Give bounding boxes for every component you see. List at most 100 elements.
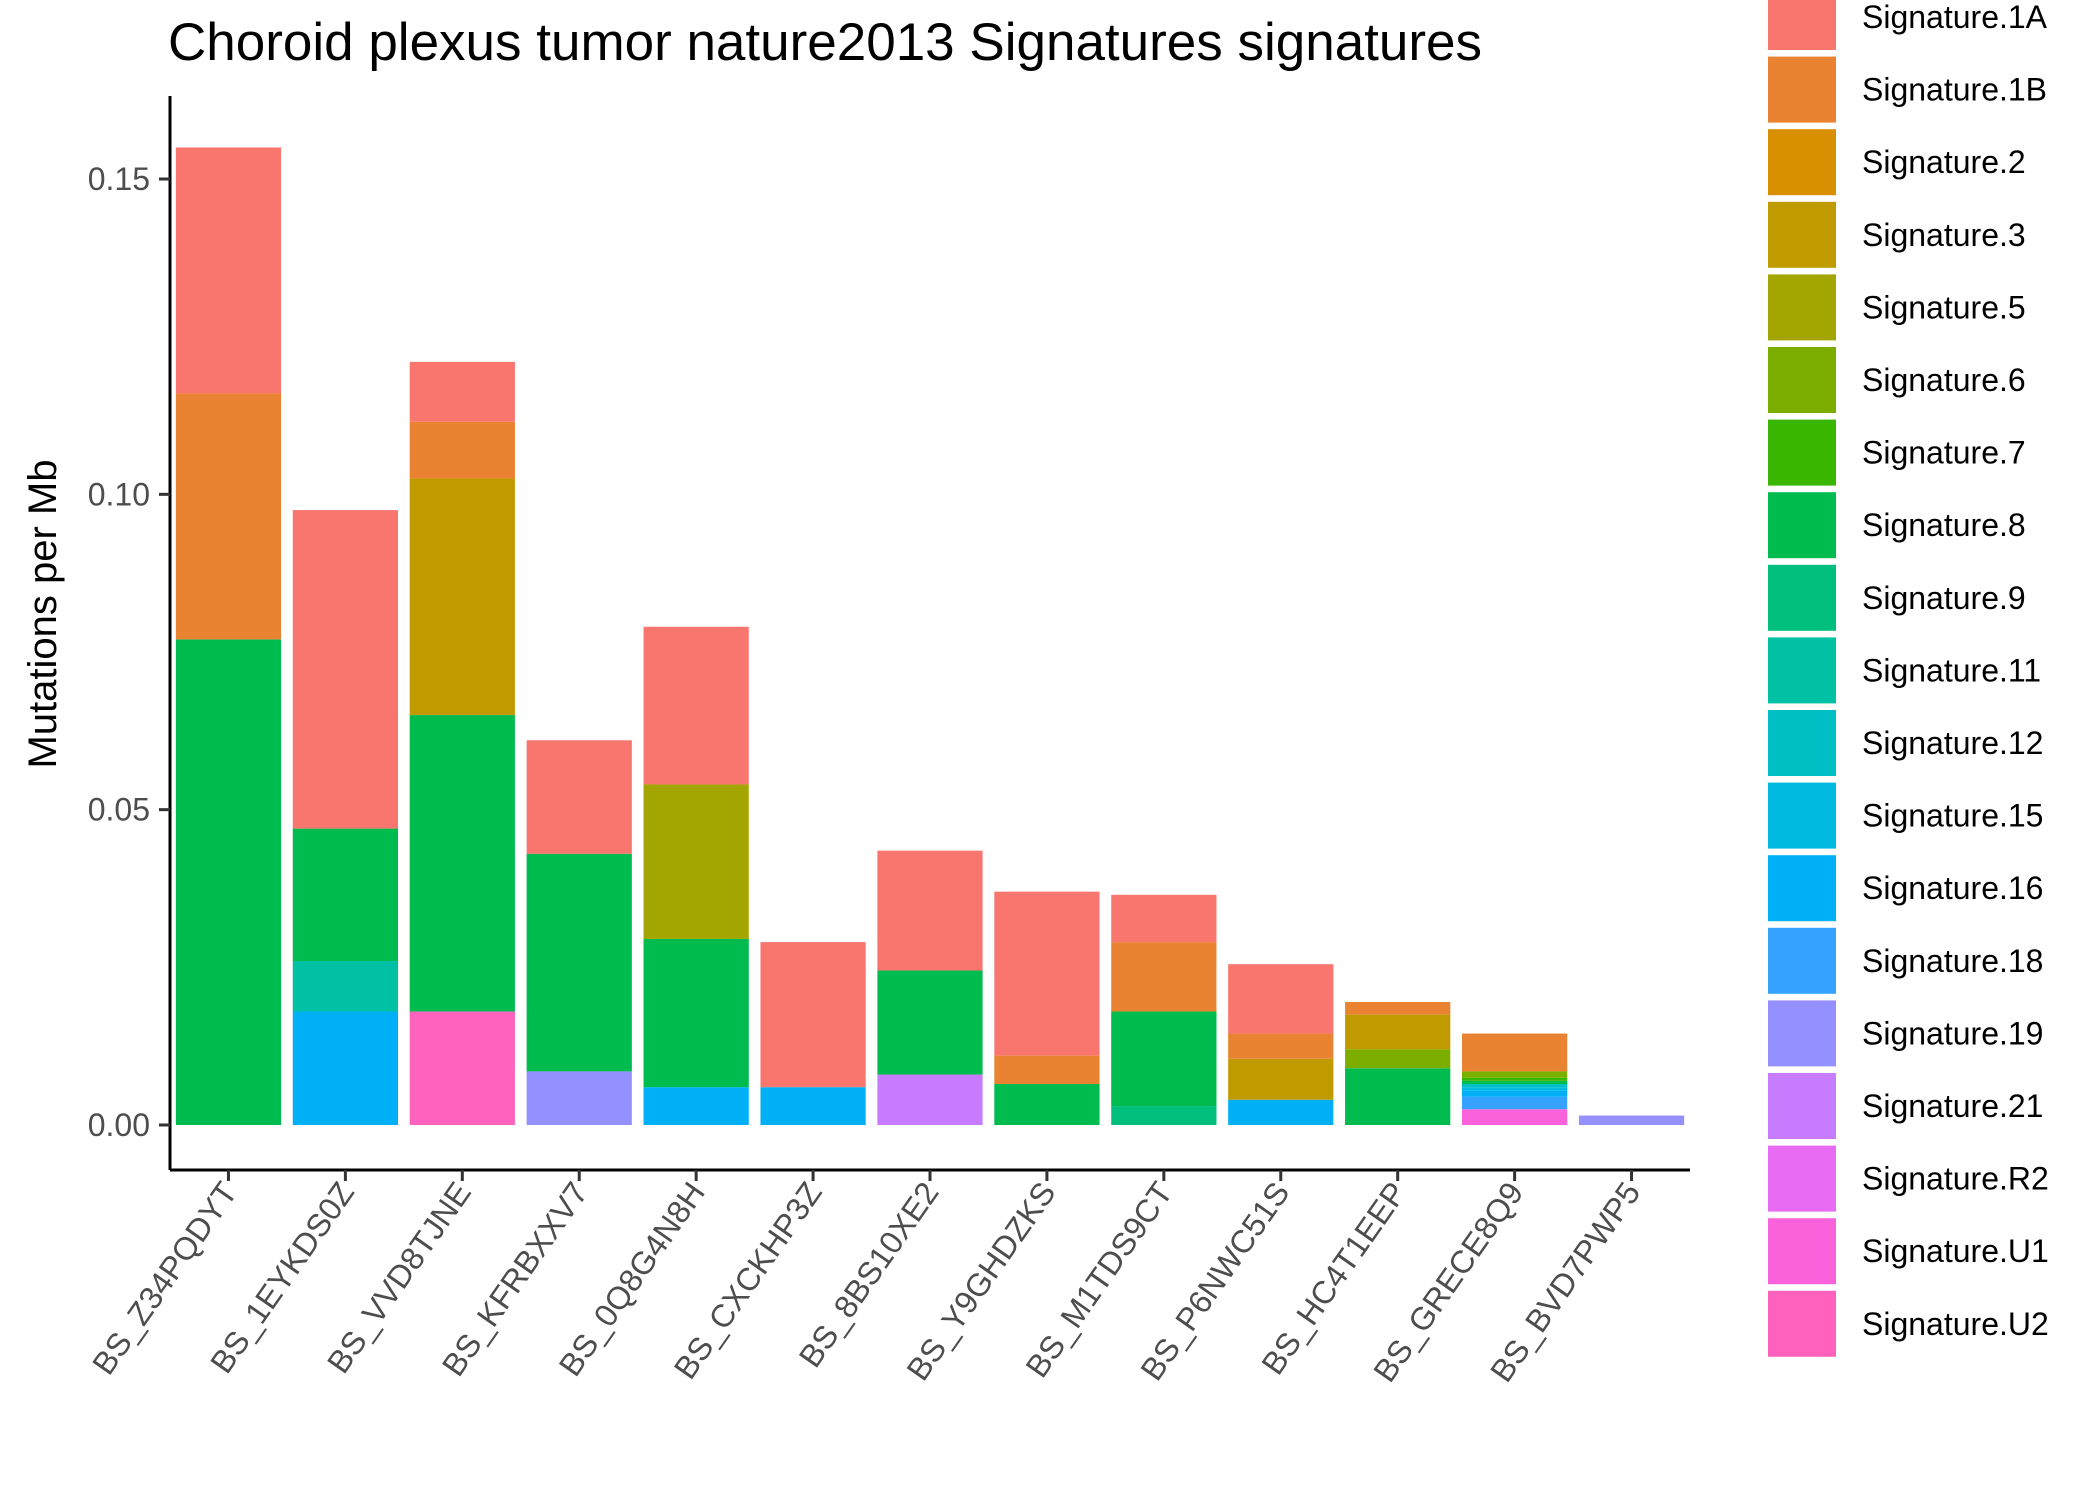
legend-swatch xyxy=(1768,782,1836,849)
legend-swatch xyxy=(1768,927,1836,994)
bar-segment xyxy=(1111,894,1217,943)
legend-label: Signature.18 xyxy=(1862,943,2043,979)
bar-segment xyxy=(760,1087,866,1125)
legend-item: Signature.9 xyxy=(1768,564,2026,631)
y-tick-label: 0.05 xyxy=(88,792,150,828)
bar-segment xyxy=(1462,1090,1568,1097)
bar-segment xyxy=(1462,1077,1568,1081)
y-tick-label: 0.15 xyxy=(88,161,150,197)
legend-swatch xyxy=(1768,201,1836,268)
bar-segment xyxy=(409,715,515,1012)
bar-segment xyxy=(1228,1058,1334,1100)
y-axis-title: Mutations per Mb xyxy=(21,459,65,768)
legend-item: Signature.8 xyxy=(1768,492,2026,559)
legend-label: Signature.12 xyxy=(1862,725,2043,761)
bar-segment xyxy=(526,740,632,854)
legend-item: Signature.11 xyxy=(1768,637,2041,704)
legend-item: Signature.7 xyxy=(1768,419,2026,486)
bar-segment xyxy=(175,393,282,640)
legend-item: Signature.R2 xyxy=(1768,1145,2049,1212)
bar-segment xyxy=(994,1084,1100,1125)
legend-swatch xyxy=(1768,347,1836,413)
bar-segment xyxy=(1111,1106,1217,1125)
legend-item: Signature.15 xyxy=(1768,782,2043,849)
legend-swatch xyxy=(1768,419,1836,486)
bar-segment xyxy=(1462,1109,1568,1125)
bar-segment xyxy=(1462,1084,1568,1088)
bar-segment xyxy=(409,361,515,422)
legend-swatch xyxy=(1768,1073,1836,1139)
bar-segment xyxy=(1578,1115,1685,1125)
legend-item: Signature.3 xyxy=(1768,201,2026,268)
legend-label: Signature.U1 xyxy=(1862,1233,2049,1269)
bar-segment xyxy=(643,1087,749,1125)
bar-segment xyxy=(1345,1068,1451,1125)
bar-segment xyxy=(1345,1014,1451,1050)
legend-swatch xyxy=(1768,1000,1836,1067)
bar-segment xyxy=(1462,1071,1568,1078)
bar-segment xyxy=(292,828,398,962)
legend-swatch xyxy=(1768,855,1836,922)
legend-label: Signature.11 xyxy=(1862,652,2041,688)
legend-swatch xyxy=(1768,492,1836,559)
legend-item: Signature.16 xyxy=(1768,855,2043,922)
bar-segment xyxy=(409,421,515,479)
legend-swatch xyxy=(1768,56,1836,123)
legend-swatch xyxy=(1768,564,1836,631)
bar-segment xyxy=(1462,1087,1568,1091)
legend-swatch xyxy=(1768,0,1836,50)
legend-swatch xyxy=(1768,1218,1836,1285)
legend-item: Signature.1B xyxy=(1768,56,2047,123)
bar-segment xyxy=(1111,1011,1217,1107)
bar-segment xyxy=(1228,964,1334,1034)
bar-segment xyxy=(994,1055,1100,1085)
bar-segment xyxy=(1228,1099,1334,1125)
bar-segment xyxy=(1345,1049,1451,1069)
bar-segment xyxy=(877,1074,983,1125)
legend-swatch xyxy=(1768,1145,1836,1212)
legend-swatch xyxy=(1768,129,1836,196)
legend-item: Signature.19 xyxy=(1768,1000,2043,1067)
bar-segment xyxy=(1228,1033,1334,1059)
legend-swatch xyxy=(1768,1290,1836,1357)
legend-item: Signature.21 xyxy=(1768,1073,2043,1139)
bar-segment xyxy=(1462,1033,1568,1072)
legend-label: Signature.5 xyxy=(1862,289,2026,325)
legend-swatch xyxy=(1768,710,1836,776)
y-axis: 0.00 0.05 0.10 0.15 xyxy=(88,96,172,1170)
legend-label: Signature.U2 xyxy=(1862,1306,2049,1342)
legend-label: Signature.1B xyxy=(1862,72,2047,108)
bar-segment xyxy=(292,1011,398,1125)
legend-item: Signature.1A xyxy=(1768,0,2048,50)
bar-segment xyxy=(175,639,282,1125)
bar-segment xyxy=(643,938,749,1088)
bar-segment xyxy=(175,147,282,394)
bar-segment xyxy=(1111,942,1217,1012)
legend-label: Signature.2 xyxy=(1862,144,2026,180)
legend-item: Signature.6 xyxy=(1768,347,2026,413)
legend-item: Signature.2 xyxy=(1768,129,2026,196)
bar-segment xyxy=(994,891,1100,1056)
legend-label: Signature.1A xyxy=(1862,0,2048,35)
y-tick-label: 0.00 xyxy=(88,1107,150,1143)
bar-segment xyxy=(409,1011,515,1125)
legend-swatch xyxy=(1768,637,1836,704)
legend-item: Signature.12 xyxy=(1768,710,2043,776)
legend-item: Signature.U1 xyxy=(1768,1218,2049,1285)
legend-label: Signature.R2 xyxy=(1862,1161,2049,1197)
legend-item: Signature.U2 xyxy=(1768,1290,2049,1357)
bar-segment xyxy=(292,961,398,1012)
bar-segment xyxy=(643,626,749,785)
bar-segment xyxy=(526,1071,632,1125)
legend-label: Signature.6 xyxy=(1862,362,2026,398)
bar-segment xyxy=(1462,1096,1568,1110)
bar-segment xyxy=(1345,1002,1451,1015)
legend-swatch xyxy=(1768,274,1836,341)
bar-segment xyxy=(877,970,983,1075)
bar-segment xyxy=(1462,1080,1568,1084)
legend-item: Signature.5 xyxy=(1768,274,2026,341)
legend-label: Signature.19 xyxy=(1862,1015,2043,1051)
bar-segment xyxy=(292,510,398,829)
legend-label: Signature.3 xyxy=(1862,217,2026,253)
